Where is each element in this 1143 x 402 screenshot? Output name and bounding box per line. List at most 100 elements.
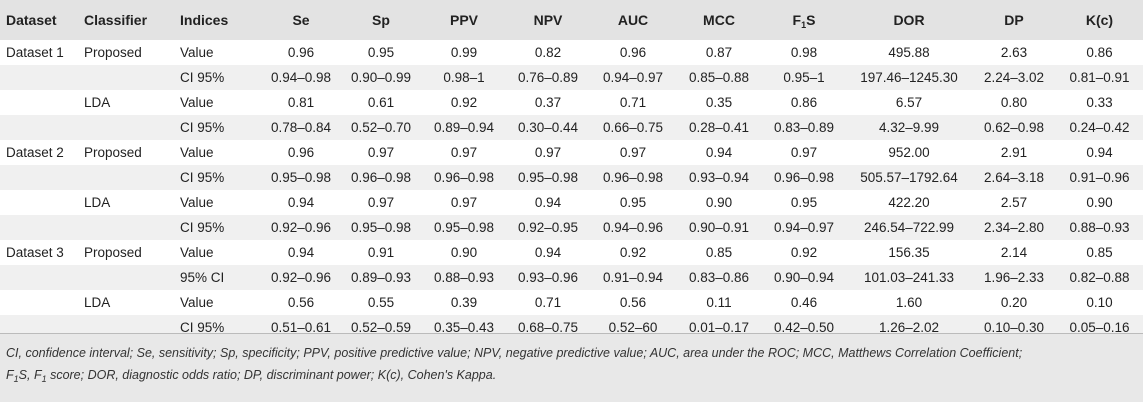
cell-dor: 6.57 — [895, 95, 923, 110]
cell-dataset — [0, 215, 80, 240]
cell-dp: 2.57 — [1000, 195, 1028, 210]
cell-ppv: 0.99 — [450, 45, 478, 60]
cell-dor: 495.88 — [888, 45, 930, 60]
cell-dp: 2.14 — [1000, 245, 1028, 260]
cell-dor: 422.20 — [888, 195, 930, 210]
cell-dp: 2.63 — [1000, 45, 1028, 60]
cell-f1s: 0.90–0.94 — [773, 270, 835, 285]
cell-se: 0.94 — [287, 245, 315, 260]
cell-se: 0.78–0.84 — [270, 120, 332, 135]
cell-dp: 2.24–3.02 — [983, 70, 1045, 85]
cell-se: 0.81 — [287, 95, 315, 110]
cell-mcc: 0.90 — [705, 195, 733, 210]
cell-dataset — [0, 115, 80, 140]
cell-se: 0.94 — [287, 195, 315, 210]
cell-classifier — [80, 115, 172, 140]
table-row: LDA Value 0.56 0.55 0.39 0.71 0.56 0.11 0.46 1.60… — [0, 290, 1143, 315]
cell-dor: 1.26–2.02 — [878, 320, 940, 335]
header-npv: NPV — [533, 12, 563, 28]
cell-dor: 101.03–241.33 — [863, 270, 955, 285]
header-dataset: Dataset — [6, 12, 57, 28]
cell-kc: 0.81–0.91 — [1069, 70, 1130, 85]
cell-sp: 0.89–0.93 — [350, 270, 412, 285]
cell-ppv: 0.39 — [450, 295, 478, 310]
cell-mcc: 0.11 — [706, 295, 732, 310]
cell-dp: 0.10–0.30 — [983, 320, 1045, 335]
cell-se: 0.96 — [287, 145, 315, 160]
footnote-line-2: F1S, F1 score; DOR, diagnostic odds rati… — [6, 364, 1133, 387]
cell-f1s: 0.86 — [790, 95, 818, 110]
cell-kc: 0.90 — [1086, 195, 1113, 210]
cell-classifier: LDA — [84, 95, 111, 110]
cell-npv: 0.37 — [534, 95, 562, 110]
header-auc: AUC — [617, 12, 649, 28]
table-row: Dataset 1 Proposed Value 0.96 0.95 0.99 0.82 0.… — [0, 40, 1143, 65]
footnote-line-1: CI, confidence interval; Se, sensitivity… — [6, 346, 1023, 360]
cell-se: 0.92–0.96 — [270, 270, 332, 285]
cell-sp: 0.95 — [367, 45, 395, 60]
cell-index: CI 95% — [180, 220, 225, 235]
cell-auc: 0.97 — [619, 145, 647, 160]
table-row: CI 95% 0.92–0.96 0.95–0.98 0.95–0.98 0.92–0.… — [0, 215, 1143, 240]
cell-mcc: 0.01–0.17 — [688, 320, 750, 335]
cell-kc: 0.10 — [1086, 295, 1113, 310]
cell-dp: 0.62–0.98 — [983, 120, 1045, 135]
cell-npv: 0.94 — [534, 245, 562, 260]
table-row: LDA Value 0.81 0.61 0.92 0.37 0.71 0.35 0.86 6.57… — [0, 90, 1143, 115]
footnote-sub-1: 1 — [13, 374, 19, 384]
cell-se: 0.51–0.61 — [270, 320, 332, 335]
cell-dp: 0.80 — [1000, 95, 1028, 110]
cell-kc: 0.33 — [1086, 95, 1113, 110]
cell-dor: 952.00 — [888, 145, 930, 160]
cell-sp: 0.90–0.99 — [350, 70, 412, 85]
cell-auc: 0.71 — [619, 95, 647, 110]
footnote-f: F — [6, 368, 14, 382]
cell-se: 0.95–0.98 — [270, 170, 332, 185]
cell-ppv: 0.35–0.43 — [433, 320, 495, 335]
cell-npv: 0.92–0.95 — [517, 220, 579, 235]
cell-auc: 0.92 — [619, 245, 647, 260]
cell-index: Value — [180, 245, 214, 260]
cell-mcc: 0.28–0.41 — [688, 120, 750, 135]
header-indices: Indices — [180, 12, 229, 28]
cell-index: Value — [180, 45, 214, 60]
cell-dp: 0.20 — [1000, 295, 1028, 310]
cell-dataset — [0, 65, 80, 90]
cell-sp: 0.97 — [367, 145, 395, 160]
cell-mcc: 0.35 — [705, 95, 733, 110]
cell-npv: 0.82 — [534, 45, 562, 60]
header-ppv: PPV — [449, 12, 478, 28]
cell-ppv: 0.89–0.94 — [433, 120, 495, 135]
cell-mcc: 0.94 — [705, 145, 733, 160]
cell-f1s: 0.83–0.89 — [773, 120, 835, 135]
cell-sp: 0.97 — [367, 195, 395, 210]
cell-mcc: 0.87 — [705, 45, 733, 60]
cell-se: 0.96 — [287, 45, 315, 60]
cell-mcc: 0.93–0.94 — [688, 170, 750, 185]
cell-mcc: 0.83–0.86 — [688, 270, 750, 285]
table-row: Dataset 2 Proposed Value 0.96 0.97 0.97 0.97 0.… — [0, 140, 1143, 165]
cell-index: Value — [180, 295, 214, 310]
cell-index: Value — [180, 145, 214, 160]
cell-mcc: 0.85 — [705, 245, 733, 260]
cell-f1s: 0.96–0.98 — [773, 170, 835, 185]
cell-se: 0.92–0.96 — [270, 220, 332, 235]
cell-kc: 0.91–0.96 — [1069, 170, 1130, 185]
cell-auc: 0.52–60 — [608, 320, 658, 335]
cell-auc: 0.96 — [619, 45, 647, 60]
header-sp: Sp — [372, 12, 390, 28]
cell-classifier: Proposed — [84, 145, 142, 160]
cell-auc: 0.96–0.98 — [602, 170, 664, 185]
cell-npv: 0.71 — [534, 295, 562, 310]
cell-classifier — [80, 165, 172, 190]
cell-ppv: 0.97 — [450, 195, 478, 210]
cell-f1s: 0.94–0.97 — [773, 220, 835, 235]
cell-dor: 246.54–722.99 — [863, 220, 955, 235]
cell-npv: 0.97 — [534, 145, 562, 160]
cell-dor: 1.60 — [895, 295, 923, 310]
cell-dataset — [0, 290, 80, 315]
cell-f1s: 0.92 — [790, 245, 818, 260]
cell-sp: 0.52–0.59 — [350, 320, 412, 335]
cell-sp: 0.95–0.98 — [350, 220, 412, 235]
